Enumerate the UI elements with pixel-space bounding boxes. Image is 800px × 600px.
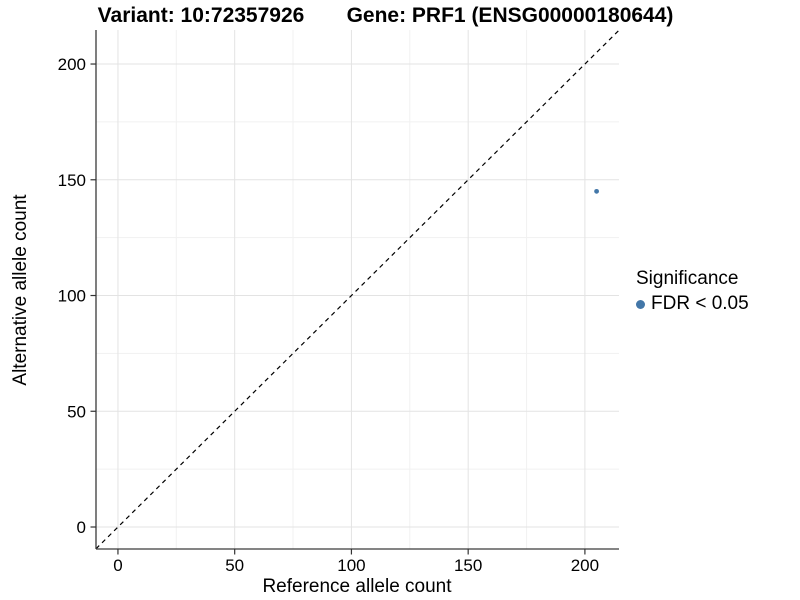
y-tick-label: 50	[67, 402, 86, 421]
x-axis-title: Reference allele count	[262, 576, 452, 597]
data-point	[594, 188, 599, 194]
x-tick-label: 150	[454, 556, 482, 575]
x-tick-label: 200	[571, 556, 599, 575]
legend-title: Significance	[636, 268, 739, 289]
identity-reference-line	[95, 29, 620, 550]
x-tick-label: 50	[225, 556, 244, 575]
legend-item-label: FDR < 0.05	[651, 293, 749, 314]
legend-item: FDR < 0.05	[636, 293, 749, 315]
point-marker-icon	[636, 299, 645, 309]
x-tick-label: 0	[113, 556, 122, 575]
y-tick-label: 0	[77, 518, 86, 537]
y-axis-title: Alternative allele count	[10, 194, 31, 386]
legend: Significance FDR < 0.05	[636, 268, 749, 315]
y-tick-label: 100	[58, 287, 86, 306]
y-tick-label: 200	[58, 55, 86, 74]
x-tick-label: 100	[337, 556, 365, 575]
plot-title-gene: Gene: PRF1 (ENSG00000180644)	[346, 4, 674, 27]
plot-title-variant: Variant: 10:72357926	[97, 4, 305, 27]
y-tick-label: 150	[58, 171, 86, 190]
